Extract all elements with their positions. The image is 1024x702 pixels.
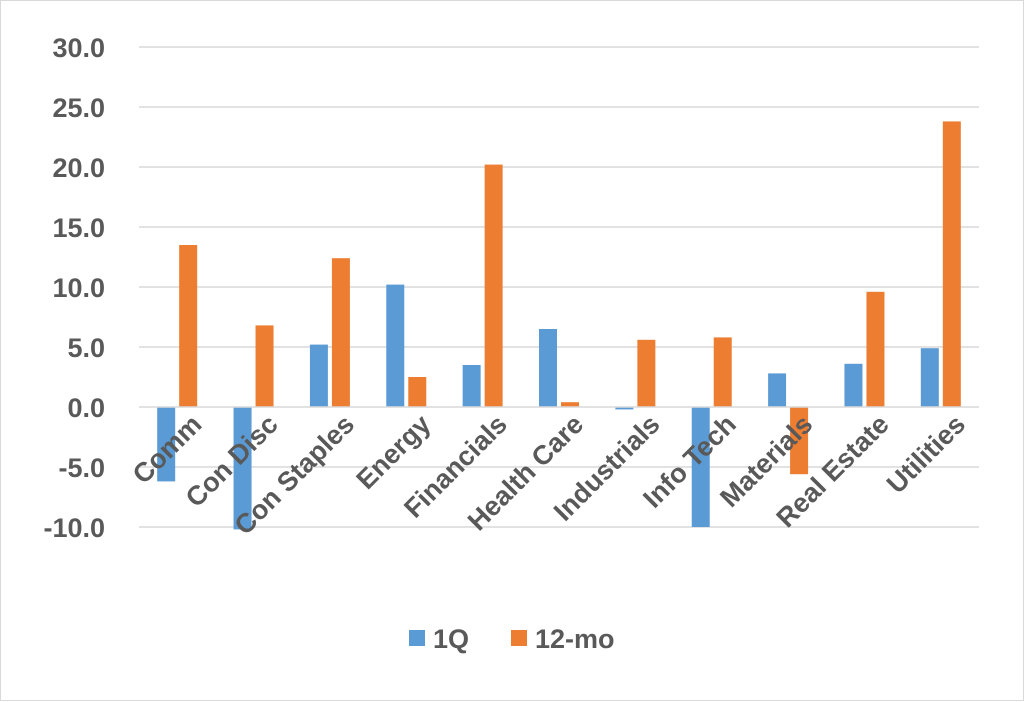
bar-series-1 — [157, 407, 176, 482]
bar-series-2 — [866, 291, 885, 407]
bar-series-2 — [713, 337, 732, 407]
bar-series-1 — [615, 407, 634, 410]
y-axis-labels: 30.0 25.0 20.0 15.0 10.0 5.0 0.0 -5.0 -10.0 — [43, 33, 105, 543]
y-tick-label: 30.0 — [52, 33, 105, 63]
bar-series-1 — [462, 365, 481, 407]
bar-series-2 — [790, 407, 809, 475]
bar-series-2 — [179, 245, 198, 407]
legend-label: 12-mo — [535, 624, 615, 654]
bar-series-1 — [920, 348, 939, 407]
legend: 1Q 12-mo — [409, 624, 615, 654]
y-tick-label: 0.0 — [67, 393, 105, 423]
bar-series-1 — [844, 363, 863, 407]
legend-swatch — [511, 630, 527, 646]
legend-swatch — [409, 630, 425, 646]
bar-series-2 — [331, 258, 350, 407]
y-tick-label: 10.0 — [52, 273, 105, 303]
bar-series-2 — [255, 325, 274, 407]
bar-series-1 — [768, 373, 787, 407]
bar-series-2 — [484, 164, 503, 407]
bar-series-1 — [539, 329, 557, 407]
bar-series-2 — [561, 402, 579, 407]
y-tick-label: 5.0 — [67, 333, 105, 363]
bar-series-1 — [233, 407, 252, 530]
legend-label: 1Q — [433, 624, 469, 654]
x-category-label: Utilities — [881, 409, 971, 499]
y-tick-label: 25.0 — [52, 93, 105, 123]
bar-series-2 — [637, 339, 656, 407]
y-tick-label: -10.0 — [43, 513, 105, 543]
gridlines — [139, 46, 979, 528]
bar-series-2 — [942, 121, 961, 408]
bar-series-1 — [691, 407, 710, 527]
bar-series-1 — [386, 284, 405, 407]
y-tick-label: 20.0 — [52, 153, 105, 183]
y-tick-label: -5.0 — [58, 453, 105, 483]
y-tick-label: 15.0 — [52, 213, 105, 243]
bars — [157, 121, 961, 530]
bar-series-1 — [309, 344, 328, 407]
bar-series-2 — [408, 377, 427, 407]
